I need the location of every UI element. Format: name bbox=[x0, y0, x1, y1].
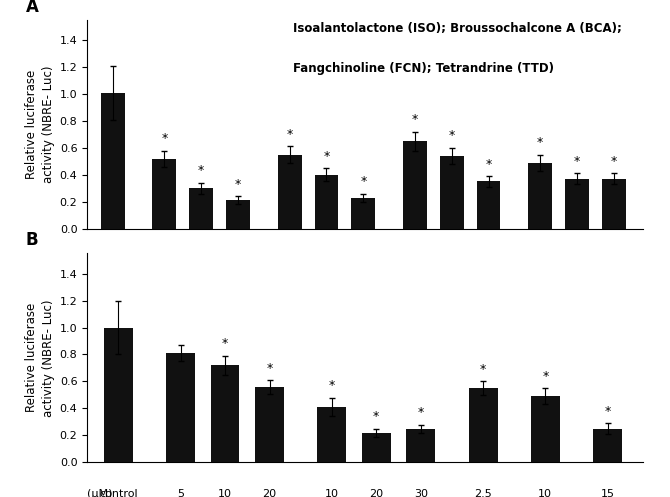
Text: BCA: BCA bbox=[315, 291, 338, 301]
Text: 10: 10 bbox=[218, 490, 232, 497]
Text: Fangchinoline (FCN); Tetrandrine (TTD): Fangchinoline (FCN); Tetrandrine (TTD) bbox=[293, 62, 554, 75]
Text: *: * bbox=[161, 132, 168, 145]
Text: *: * bbox=[604, 405, 611, 418]
Text: *: * bbox=[485, 158, 492, 170]
Text: *: * bbox=[537, 136, 543, 149]
Text: 5: 5 bbox=[537, 256, 543, 266]
Bar bbox=[210, 365, 239, 462]
Text: 15: 15 bbox=[600, 490, 614, 497]
Text: 20: 20 bbox=[263, 490, 277, 497]
Bar bbox=[277, 155, 302, 229]
Text: *: * bbox=[324, 150, 330, 163]
Bar bbox=[314, 175, 338, 229]
Bar bbox=[351, 198, 375, 229]
Text: *: * bbox=[267, 362, 273, 375]
Text: 15: 15 bbox=[231, 256, 245, 266]
Bar bbox=[531, 396, 559, 462]
Text: 10: 10 bbox=[538, 490, 552, 497]
Bar bbox=[476, 181, 500, 229]
Text: 20: 20 bbox=[482, 256, 496, 266]
Text: *: * bbox=[360, 175, 366, 188]
Bar bbox=[565, 179, 589, 229]
Text: 2.5: 2.5 bbox=[474, 490, 492, 497]
Text: 5: 5 bbox=[411, 256, 418, 266]
Bar bbox=[190, 188, 213, 229]
Text: 10: 10 bbox=[194, 256, 208, 266]
Text: FCN: FCN bbox=[440, 291, 463, 301]
Text: *: * bbox=[449, 129, 455, 143]
Text: B: B bbox=[26, 231, 39, 249]
Text: 5: 5 bbox=[161, 256, 168, 266]
Text: 10: 10 bbox=[325, 490, 339, 497]
Text: 10: 10 bbox=[570, 256, 584, 266]
Bar bbox=[440, 156, 464, 229]
Bar bbox=[226, 200, 250, 229]
Text: (μM): (μM) bbox=[87, 256, 113, 266]
Text: control: control bbox=[99, 490, 137, 497]
Bar bbox=[101, 92, 125, 229]
Text: *: * bbox=[480, 363, 486, 376]
Text: *: * bbox=[610, 155, 617, 168]
Bar bbox=[153, 159, 176, 229]
Text: 30: 30 bbox=[356, 256, 371, 266]
Bar bbox=[593, 428, 622, 462]
Bar bbox=[602, 179, 626, 229]
Bar bbox=[362, 432, 391, 462]
Text: TTD: TTD bbox=[566, 291, 588, 301]
Bar bbox=[406, 428, 436, 462]
Text: *: * bbox=[412, 113, 418, 126]
Text: *: * bbox=[542, 370, 549, 383]
Text: 15: 15 bbox=[320, 256, 334, 266]
Text: 10: 10 bbox=[283, 256, 297, 266]
Bar bbox=[403, 141, 427, 229]
Bar bbox=[166, 353, 195, 462]
Text: *: * bbox=[329, 379, 335, 392]
Bar bbox=[318, 407, 346, 462]
Text: *: * bbox=[417, 406, 424, 419]
Text: Isoalantolactone (ISO); Broussochalcone A (BCA);: Isoalantolactone (ISO); Broussochalcone … bbox=[293, 22, 622, 35]
Bar bbox=[104, 328, 133, 462]
Text: 5: 5 bbox=[177, 490, 184, 497]
Text: 10: 10 bbox=[445, 256, 459, 266]
Text: 30: 30 bbox=[414, 490, 427, 497]
Text: (μM): (μM) bbox=[87, 490, 113, 497]
Text: *: * bbox=[373, 410, 379, 423]
Bar bbox=[528, 163, 552, 229]
Y-axis label: Relative luciferase
activity (NBRE- Luc): Relative luciferase activity (NBRE- Luc) bbox=[25, 299, 56, 416]
Text: *: * bbox=[574, 155, 580, 168]
Bar bbox=[255, 387, 284, 462]
Text: *: * bbox=[287, 128, 293, 141]
Y-axis label: Relative luciferase
activity (NBRE- Luc): Relative luciferase activity (NBRE- Luc) bbox=[25, 66, 56, 183]
Text: control: control bbox=[94, 256, 132, 266]
Text: 15: 15 bbox=[607, 256, 620, 266]
Text: *: * bbox=[222, 337, 228, 350]
Bar bbox=[468, 388, 498, 462]
Text: *: * bbox=[235, 178, 241, 191]
Text: A: A bbox=[26, 0, 39, 16]
Text: ISO: ISO bbox=[192, 291, 211, 301]
Text: *: * bbox=[198, 165, 204, 177]
Text: 20: 20 bbox=[369, 490, 383, 497]
